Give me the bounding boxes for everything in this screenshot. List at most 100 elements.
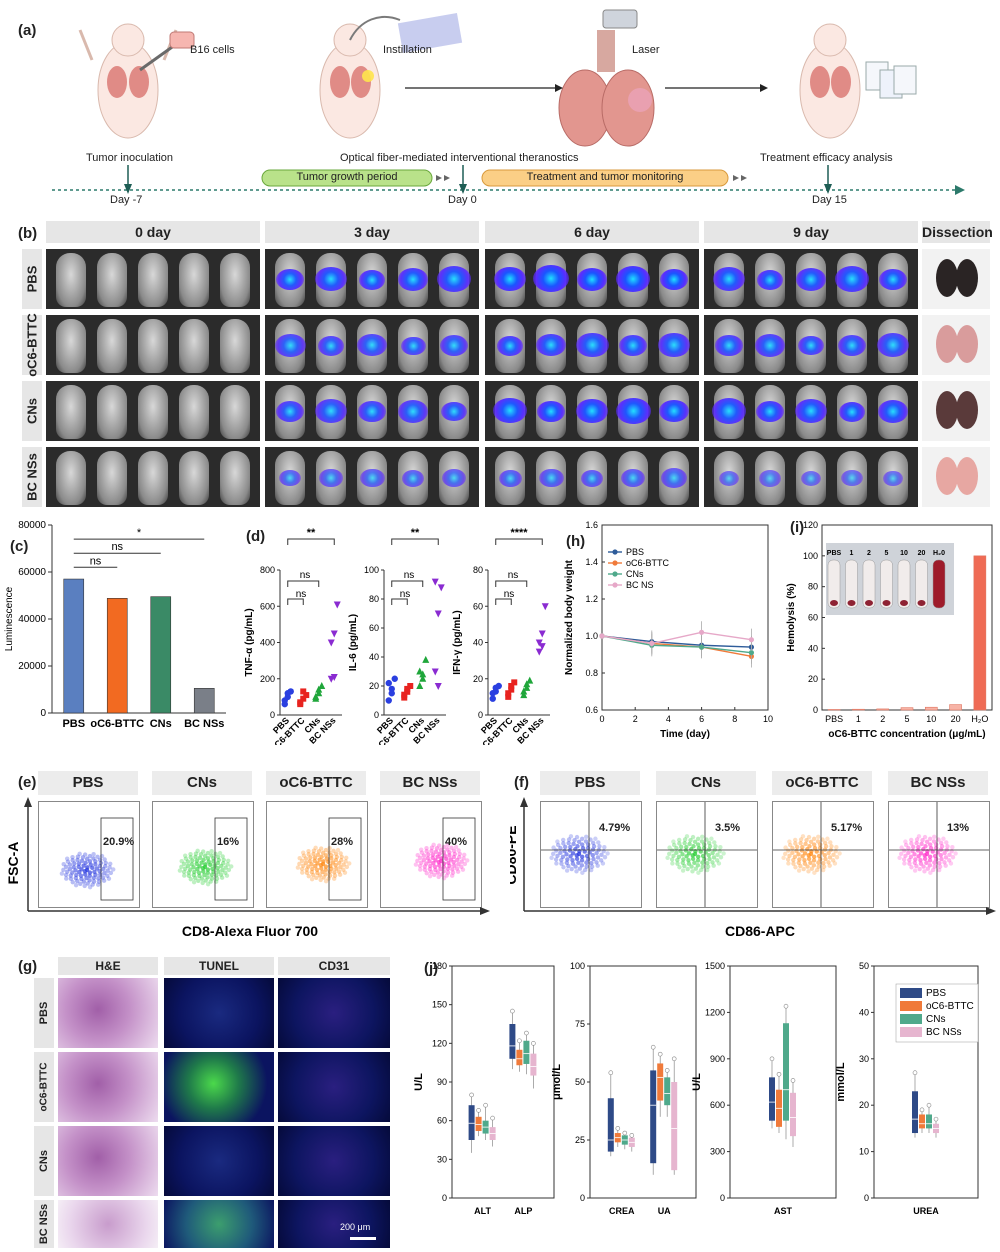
- event-dot: [808, 839, 814, 845]
- event-dot: [938, 840, 944, 846]
- panel-d-label: (d): [246, 528, 266, 545]
- ivis-image-cell: [485, 381, 699, 441]
- data-point: [401, 691, 408, 698]
- event-dot: [451, 859, 456, 865]
- event-dot: [947, 852, 952, 857]
- col-header-0day: 0 day: [46, 221, 260, 243]
- event-dot: [558, 845, 563, 851]
- panel-g: (g) H&E TUNEL CD31 PBS oC6-BTTC CNs BC N…: [0, 952, 400, 1252]
- row-label-cns: CNs: [22, 381, 42, 441]
- data-point: [300, 695, 307, 702]
- gate-percent-label: 28%: [331, 836, 354, 848]
- significance-label: ns: [508, 570, 519, 581]
- inset-tube-label: 10: [900, 550, 908, 557]
- event-dot: [455, 869, 461, 874]
- event-dot: [822, 853, 827, 858]
- event-dot: [323, 867, 328, 873]
- event-dot: [108, 861, 113, 866]
- event-dot: [579, 854, 585, 859]
- flow-plot: 4.79%: [540, 801, 642, 908]
- panel-b: (b) 0 day 3 day 6 day 9 day Dissection P…: [0, 215, 1000, 510]
- col-header-6day: 6 day: [485, 221, 699, 243]
- event-dot: [549, 855, 554, 861]
- ivis-image-cell: [485, 315, 699, 375]
- event-dot: [102, 870, 107, 876]
- event-dot: [336, 869, 342, 874]
- event-dot: [916, 844, 921, 850]
- event-dot: [338, 851, 343, 856]
- event-dot: [85, 865, 90, 870]
- event-dot: [75, 854, 81, 859]
- bioluminescence-signal: [877, 399, 909, 423]
- flow-density-svg: [295, 817, 362, 901]
- data-point: [297, 699, 304, 706]
- treatment-analysis-label: Treatment efficacy analysis: [760, 152, 893, 164]
- legend-marker: [612, 560, 618, 566]
- outlier-point: [671, 1056, 677, 1062]
- col-header-3day: 3 day: [265, 221, 479, 243]
- y-tick-label: 80: [808, 582, 818, 592]
- histology-image-cell: [164, 1200, 274, 1248]
- panel-h-label: (h): [566, 533, 586, 550]
- bioluminescence-signal: [533, 265, 569, 292]
- bioluminescence-signal: [835, 266, 869, 292]
- event-dot: [812, 846, 818, 851]
- event-dot: [218, 863, 224, 869]
- event-dot: [567, 848, 573, 853]
- event-dot: [451, 848, 457, 854]
- event-dot: [816, 834, 821, 839]
- box: [523, 1040, 530, 1064]
- y-tick-label: 100: [570, 961, 585, 971]
- event-dot: [928, 846, 934, 851]
- event-dot: [87, 859, 93, 864]
- gate-box: [214, 817, 248, 901]
- histology-image-cell: [58, 1126, 158, 1196]
- mouse-silhouette: [220, 451, 250, 505]
- event-dot: [918, 851, 924, 856]
- event-dot: [83, 872, 88, 877]
- gate-percent-label: 13%: [947, 822, 970, 834]
- ivis-image-cell: [485, 249, 699, 309]
- event-dot: [899, 851, 904, 857]
- event-dot: [922, 856, 928, 861]
- event-dot: [795, 844, 800, 850]
- data-point: [385, 679, 392, 687]
- event-dot: [87, 853, 93, 859]
- event-dot: [427, 866, 433, 872]
- y-tick-label: 60000: [18, 567, 46, 578]
- series-line: [601, 635, 752, 654]
- x-tick-label: UREA: [913, 1206, 939, 1216]
- event-dot: [71, 864, 76, 870]
- event-dot: [811, 858, 817, 863]
- event-dot: [64, 876, 69, 881]
- event-dot: [709, 836, 714, 841]
- event-dot: [68, 876, 74, 882]
- panel-e-label: (e): [18, 774, 37, 791]
- y-tick-label: 20: [369, 681, 379, 691]
- event-dot: [939, 844, 945, 849]
- ivis-image-cell: [265, 315, 479, 375]
- event-dot: [944, 840, 949, 845]
- event-dot: [333, 857, 339, 863]
- event-dot: [566, 840, 571, 846]
- gate-percent-label: 4.79%: [599, 822, 631, 834]
- outlier-point: [933, 1116, 939, 1122]
- outlier-point: [483, 1102, 488, 1108]
- event-dot: [413, 862, 419, 867]
- bioluminescence-signal: [659, 400, 689, 423]
- event-dot: [811, 854, 817, 859]
- tube: [897, 559, 911, 609]
- event-dot: [570, 851, 576, 856]
- event-dot: [579, 836, 585, 842]
- bioluminescence-signal: [756, 269, 784, 290]
- bioluminescence-signal: [315, 399, 347, 423]
- bioluminescence-signal: [441, 468, 467, 487]
- bioluminescence-signal: [440, 335, 468, 356]
- event-dot: [909, 841, 914, 846]
- event-dot: [215, 865, 220, 871]
- event-dot: [108, 870, 114, 876]
- event-dot: [816, 864, 821, 869]
- box: [919, 1114, 925, 1129]
- x-axis-label: CD86-APC: [725, 923, 795, 939]
